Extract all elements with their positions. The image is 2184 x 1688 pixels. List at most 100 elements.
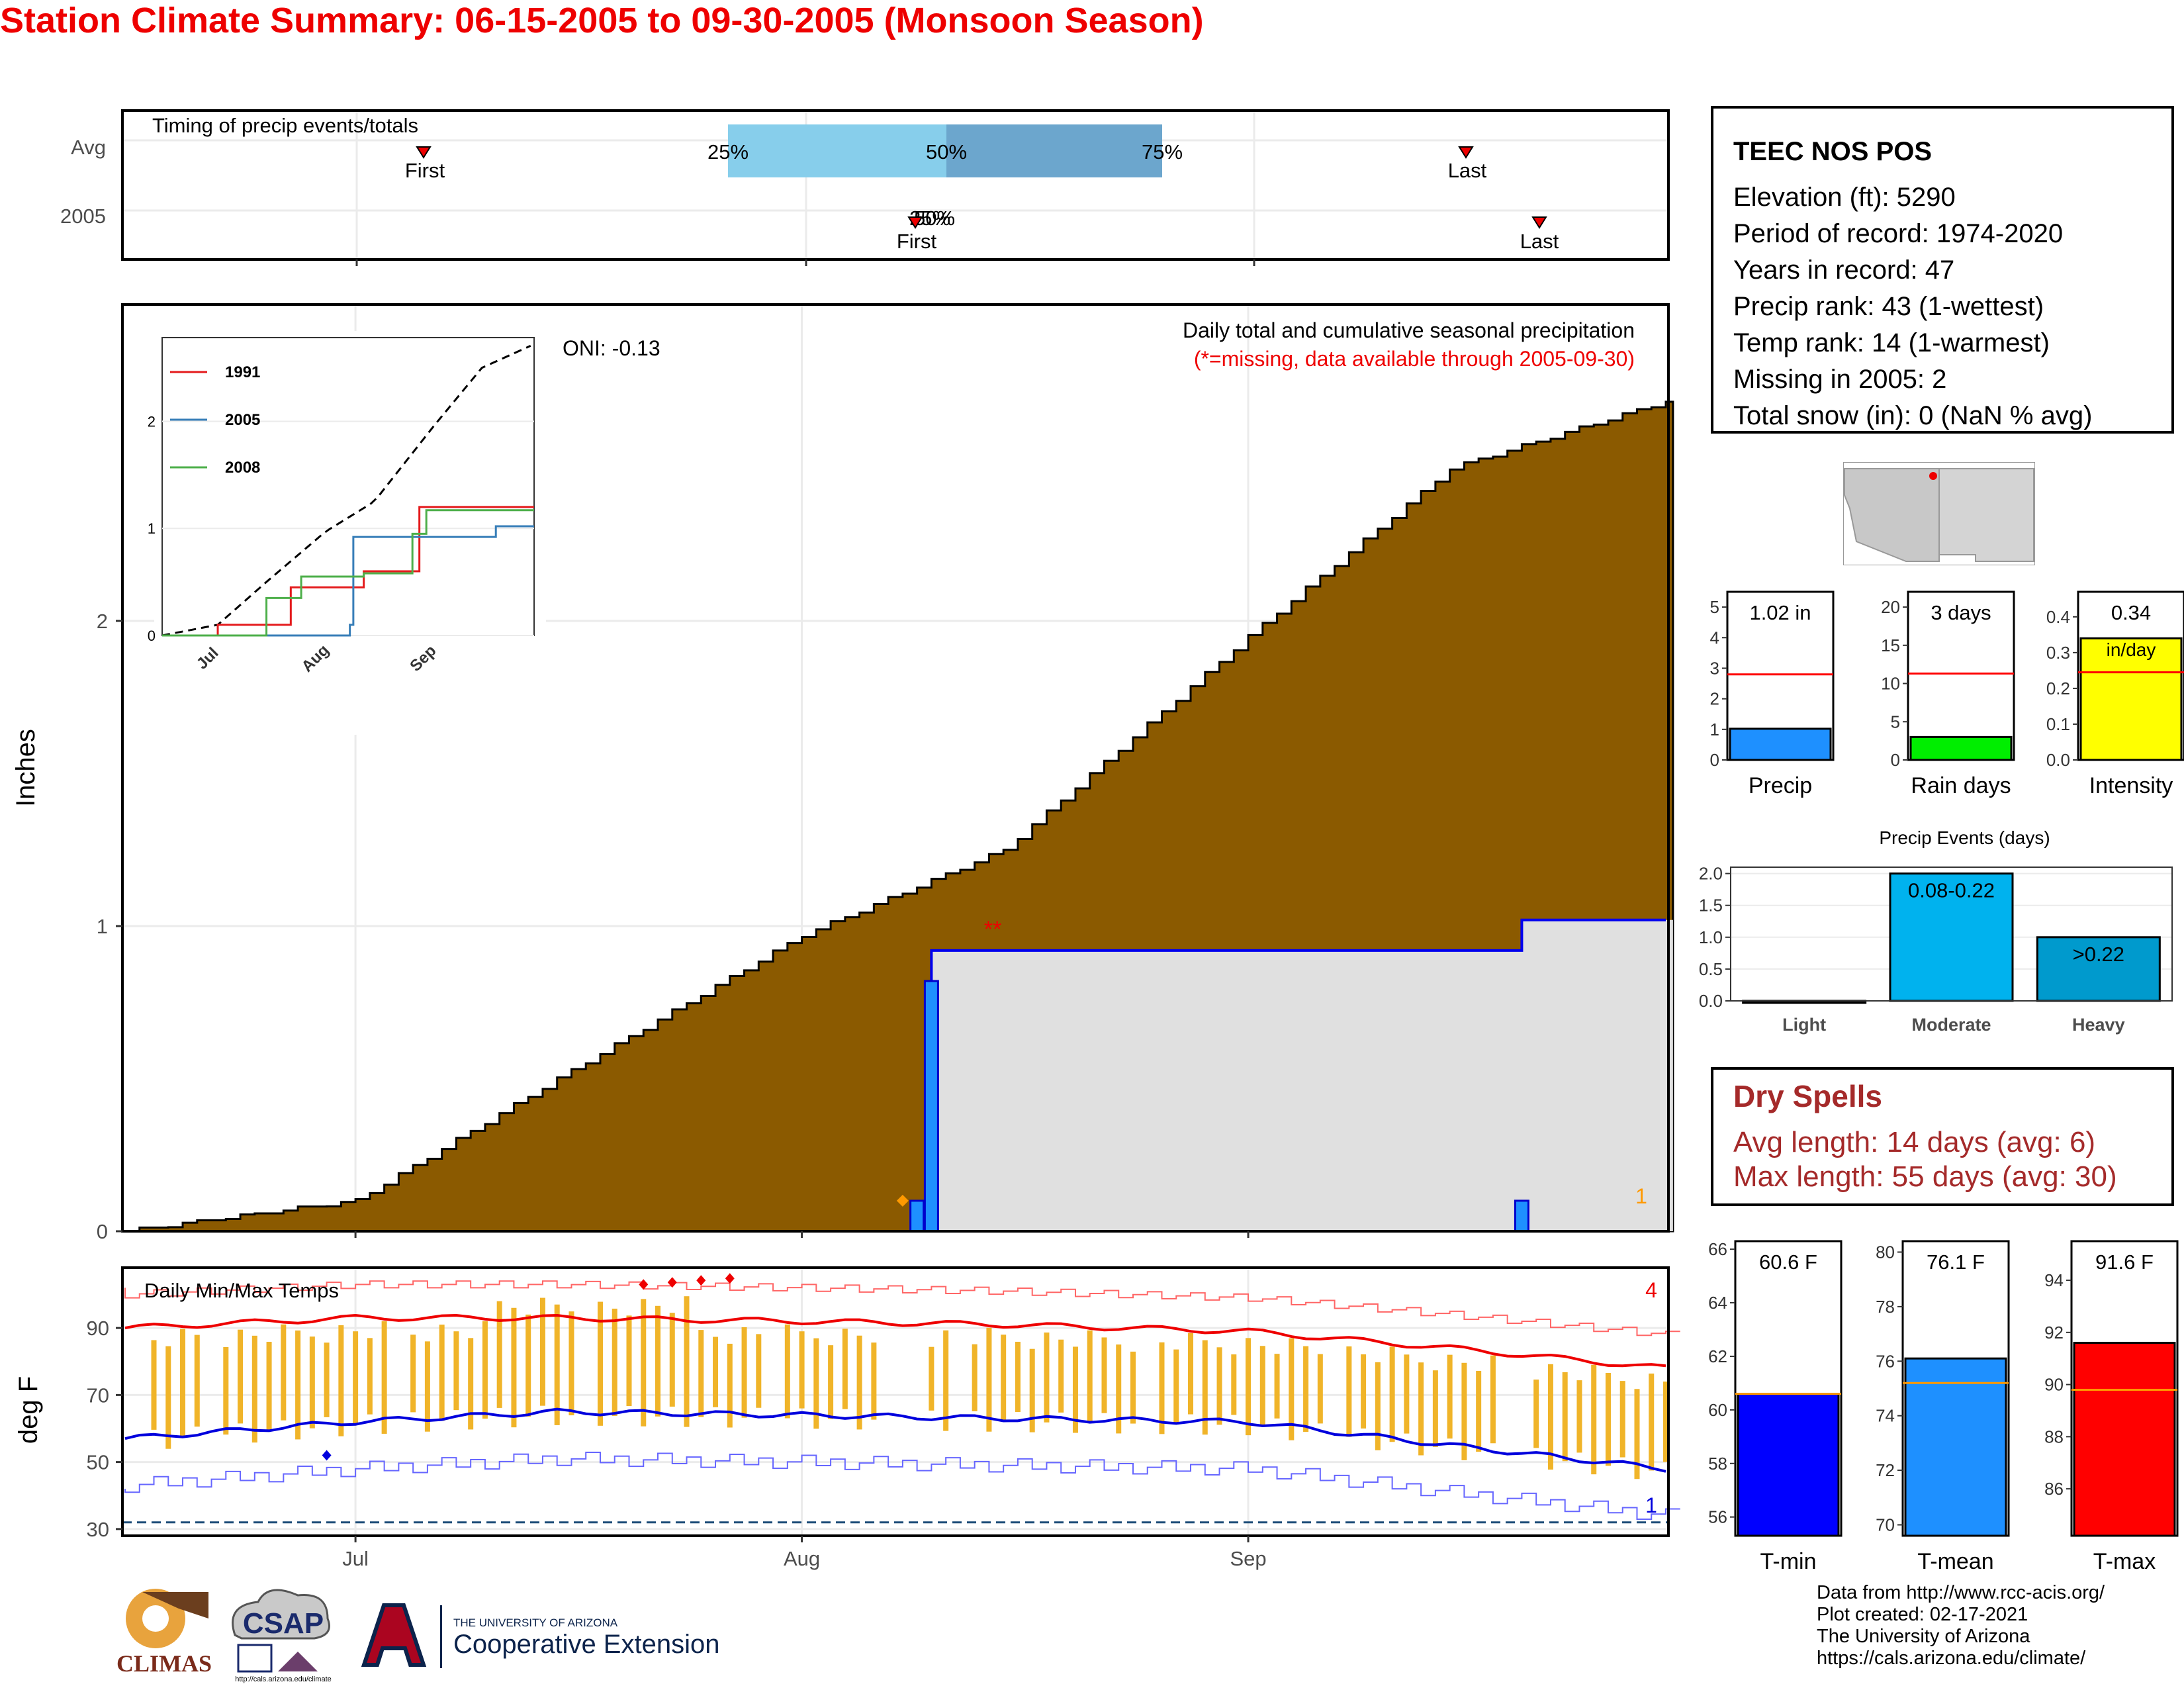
precip-events-tick-label: 0.5 xyxy=(1699,959,1723,979)
daily-temp-range-bar xyxy=(842,1329,848,1409)
summary-intensity-value: 0.34 xyxy=(2111,601,2151,624)
daily-temp-range-bar xyxy=(569,1311,574,1416)
temp-summary-t-min-tick-label: 56 xyxy=(1708,1507,1727,1527)
precip-events-category: Heavy xyxy=(2072,1015,2125,1035)
precip-subtitle: (*=missing, data available through 2005-… xyxy=(1194,347,1635,371)
daily-temp-range-bar xyxy=(165,1346,171,1449)
daily-temp-range-bar xyxy=(1001,1335,1007,1422)
daily-temp-range-bar xyxy=(1663,1382,1668,1462)
temp-chart: 30 50 70 90 Jul Aug Sep Daily Min/Max Temps deg … xyxy=(14,1266,1680,1570)
summary-rain-days-tick-label: 5 xyxy=(1891,712,1900,731)
station-precip-rank: Precip rank: 43 (1-wettest) xyxy=(1733,292,2044,321)
temp-summary-t-max-tick-label: 88 xyxy=(2044,1427,2064,1446)
daily-temp-range-bar xyxy=(698,1330,704,1417)
precip-title: Daily total and cumulative seasonal prec… xyxy=(1183,318,1635,342)
logos: CLIMAS CSAP http://cals.arizona.edu/clim… xyxy=(116,1589,719,1683)
daily-temp-range-bar xyxy=(669,1313,675,1407)
daily-temp-range-bar xyxy=(1317,1354,1323,1424)
summary-intensity-tick-label: 0.3 xyxy=(2046,643,2070,663)
timing-p75: 75% xyxy=(1142,140,1183,164)
inset-line-2005 xyxy=(162,525,534,637)
precip-events-bar-moderate xyxy=(1889,872,2014,1002)
temp-summary-t-min-tick-label: 62 xyxy=(1708,1346,1727,1366)
daily-temp-range-bar xyxy=(1346,1346,1352,1437)
daily-temp-range-bar xyxy=(338,1325,344,1436)
daily-temp-range-bar xyxy=(381,1321,387,1434)
credit-url: https://cals.arizona.edu/climate/ xyxy=(1817,1648,2086,1669)
summary-intensity-tick-label: 0.2 xyxy=(2046,679,2070,698)
summary-precip-value: 1.02 in xyxy=(1749,601,1811,624)
csap-cloud-mark xyxy=(232,1589,330,1640)
summary-rain-days-tick-label: 10 xyxy=(1881,674,1900,694)
avg-max-temp-line xyxy=(124,1314,1666,1368)
daily-temp-range-bar xyxy=(554,1304,560,1425)
inset-legend-label: 2005 xyxy=(225,411,260,429)
precip-ylabel: Inches xyxy=(11,729,40,807)
inset-y-tick-label: 0 xyxy=(148,628,156,644)
daily-temp-range-bar xyxy=(1044,1332,1050,1423)
daily-temp-range-bar xyxy=(251,1335,257,1443)
page-title: Station Climate Summary: 06-15-2005 to 0… xyxy=(0,1,1204,40)
record-low-count: 1 xyxy=(1645,1493,1657,1517)
temp-y-tick-label: 90 xyxy=(87,1317,109,1340)
timing-avg-last-marker xyxy=(1458,146,1474,159)
oni-value: ONI: -0.13 xyxy=(563,336,660,360)
daily-temp-range-bar xyxy=(1072,1346,1078,1433)
temp-summary-bars: 56 58 60 62 64 66 60.6 F T-min 70 72 74 76 78 80 76.1 … xyxy=(1708,1239,2179,1574)
ua-line2: Cooperative Extension xyxy=(453,1630,719,1659)
summary-precip-tick-label: 3 xyxy=(1710,658,1719,678)
summary-rain-days-bar xyxy=(1909,735,2013,761)
credit-data-source: Data from http://www.rcc-acis.org/ xyxy=(1817,1582,2105,1603)
daily-temp-range-bar xyxy=(539,1297,545,1406)
daily-temp-range-bar xyxy=(266,1342,272,1432)
temp-x-tick-label: Jul xyxy=(342,1547,369,1570)
daily-temp-range-bar xyxy=(511,1307,517,1428)
temp-panel-bg xyxy=(122,1268,1668,1536)
inset-y-tick-label: 1 xyxy=(148,520,156,537)
daily-temp-range-bar xyxy=(223,1346,229,1435)
station-missing: Missing in 2005: 2 xyxy=(1733,365,1947,394)
precip-events-tick-label: 2.0 xyxy=(1699,864,1723,884)
temp-summary-t-mean-tick-label: 80 xyxy=(1876,1242,1895,1262)
temp-summary-t-mean-tick-label: 72 xyxy=(1876,1460,1895,1480)
daily-temp-range-bar xyxy=(1246,1338,1251,1436)
station-info-box: TEEC NOS POS Elevation (ft): 5290 Period… xyxy=(1711,106,2174,434)
daily-temp-range-bar xyxy=(1375,1362,1381,1450)
summary-intensity-label: Intensity xyxy=(2089,773,2173,798)
temp-summary-t-max-tick-label: 92 xyxy=(2044,1323,2064,1342)
precip-events-tick-label: 1.5 xyxy=(1699,896,1723,915)
daily-temp-range-bar xyxy=(972,1344,978,1411)
record-low-line xyxy=(124,1452,1680,1521)
daily-temp-range-bar xyxy=(194,1335,200,1427)
climas-text: CLIMAS xyxy=(116,1650,212,1677)
inset-legend-label: 2008 xyxy=(225,459,260,477)
temp-x-tick-label: Aug xyxy=(784,1547,820,1570)
daily-temp-range-bar xyxy=(1619,1381,1625,1458)
record-high-marker xyxy=(667,1277,677,1288)
daily-temp-range-bar xyxy=(784,1324,790,1419)
daily-temp-range-bar xyxy=(756,1334,762,1408)
daily-temp-range-bar xyxy=(1576,1380,1582,1453)
dry-spells-max: Max length: 55 days (avg: 30) xyxy=(1733,1160,2117,1193)
daily-temp-range-bar xyxy=(1087,1330,1093,1423)
daily-temp-range-bar xyxy=(1058,1339,1064,1413)
precip-events-category: Moderate xyxy=(1911,1015,1991,1035)
precip-events-tick-label: 0.0 xyxy=(1699,991,1723,1011)
daily-temp-range-bar xyxy=(929,1346,934,1411)
daily-temp-range-bar xyxy=(1490,1355,1496,1444)
temp-y-tick-label: 50 xyxy=(87,1451,109,1474)
temp-x-tick-label: Sep xyxy=(1230,1547,1266,1570)
timing-iqr-high xyxy=(946,124,1162,177)
temp-summary-t-min-bar xyxy=(1737,1393,1840,1537)
timing-label: Timing of precip events/totals xyxy=(152,114,418,137)
summary-intensity-tick-label: 0.1 xyxy=(2046,714,2070,734)
daily-temp-range-bar xyxy=(295,1330,301,1440)
season-2005-cumulative-area xyxy=(125,919,1673,1231)
station-snow: Total snow (in): 0 (NaN % avg) xyxy=(1733,401,2093,430)
csap-grid-mark xyxy=(237,1644,273,1673)
summary-intensity-tick-label: 0.4 xyxy=(2046,607,2070,627)
credit-plot-date: Plot created: 02-17-2021 xyxy=(1817,1604,2028,1625)
record-high-line xyxy=(124,1280,1680,1336)
daily-temp-range-bar xyxy=(1216,1347,1222,1425)
daily-temp-range-bar xyxy=(1533,1380,1539,1448)
